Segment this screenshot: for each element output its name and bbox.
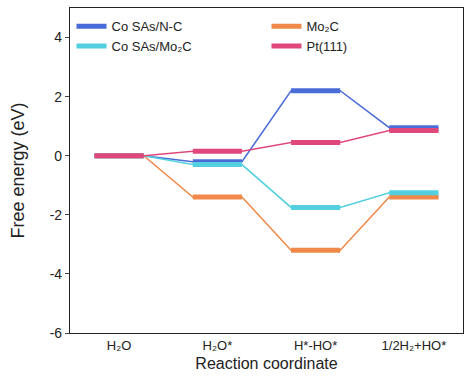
- svg-text:H₂O*: H₂O*: [203, 338, 233, 353]
- svg-text:Co SAs/Mo₂C: Co SAs/Mo₂C: [112, 39, 192, 54]
- svg-text:Mo₂C: Mo₂C: [307, 19, 340, 34]
- svg-text:Free energy (eV): Free energy (eV): [8, 102, 28, 238]
- svg-text:2: 2: [54, 89, 62, 105]
- svg-text:-4: -4: [50, 266, 63, 282]
- svg-text:Pt(111): Pt(111): [307, 39, 348, 54]
- svg-text:0: 0: [54, 148, 62, 164]
- svg-text:-6: -6: [50, 325, 63, 341]
- svg-text:H*-HO*: H*-HO*: [294, 338, 337, 353]
- svg-text:Reaction coordinate: Reaction coordinate: [195, 355, 337, 372]
- svg-text:H₂O: H₂O: [107, 338, 132, 353]
- svg-text:Co SAs/N-C: Co SAs/N-C: [112, 19, 183, 34]
- svg-text:-2: -2: [50, 207, 63, 223]
- svg-text:4: 4: [54, 29, 62, 45]
- svg-text:1/2H₂+HO*: 1/2H₂+HO*: [382, 338, 447, 353]
